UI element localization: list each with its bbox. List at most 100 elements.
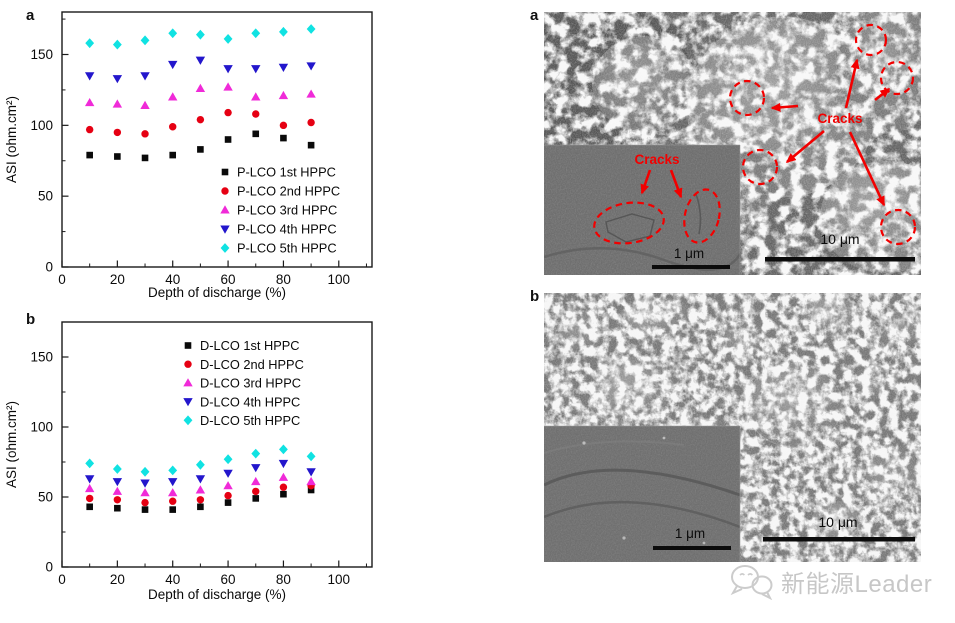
y-tick-label: 150 — [30, 47, 53, 62]
data-point-diamond — [112, 464, 122, 474]
data-point-triangle-down — [223, 65, 233, 74]
data-point-diamond — [183, 415, 193, 426]
data-point-diamond — [279, 444, 288, 455]
legend-item: P-LCO 1st HPPC — [221, 165, 336, 180]
sem-a-scalebar-main: 10 μm — [765, 231, 915, 262]
cracks-label-inset: Cracks — [634, 152, 679, 167]
data-point-triangle-up — [183, 378, 193, 387]
sem-b-inset — [544, 425, 741, 562]
cracks-label-main: Cracks — [817, 111, 862, 126]
x-tick-label: 20 — [110, 572, 125, 587]
plot-box — [61, 321, 373, 568]
x-axis-label: Depth of discharge (%) — [148, 587, 286, 602]
data-point-square — [252, 130, 260, 138]
data-point-square — [224, 136, 232, 143]
watermark-text: 新能源Leader — [781, 570, 933, 598]
crack-circle — [879, 208, 917, 246]
data-point-diamond — [195, 459, 205, 470]
data-point-circle — [252, 110, 260, 118]
sem-b-scalebar-inset: 1 μm — [653, 526, 731, 550]
data-point-circle — [141, 130, 149, 138]
scale-bar — [652, 265, 730, 269]
data-point-triangle-up — [251, 92, 261, 101]
legend-item: D-LCO 2nd HPPC — [184, 357, 304, 372]
x-tick-label: 0 — [58, 572, 66, 587]
data-point-triangle-up — [112, 486, 123, 495]
sem-a-inset — [544, 144, 742, 275]
crack-ellipse — [593, 201, 665, 245]
data-point-triangle-up — [220, 205, 230, 214]
x-tick-label: 40 — [165, 572, 180, 587]
data-point-diamond — [306, 24, 316, 34]
data-point-triangle-down — [140, 72, 150, 81]
data-point-circle — [184, 360, 192, 368]
scale-label-10um: 10 μm — [820, 231, 859, 247]
data-point-diamond — [220, 243, 230, 253]
data-point-triangle-up — [251, 476, 261, 486]
data-point-triangle-up — [223, 481, 233, 490]
data-point-triangle-up — [140, 488, 150, 497]
y-tick-label: 0 — [45, 560, 53, 575]
data-point-triangle-down — [84, 475, 95, 484]
legend-item: P-LCO 4th HPPC — [220, 222, 337, 237]
data-point-square — [221, 168, 229, 176]
data-point-triangle-down — [251, 65, 261, 74]
data-point-triangle-up — [84, 483, 95, 493]
data-point-diamond — [85, 458, 95, 469]
data-point-triangle-up — [278, 90, 289, 100]
data-point-diamond — [140, 466, 150, 477]
crack-circle — [741, 148, 779, 186]
data-point-circle — [252, 487, 260, 496]
data-point-square — [114, 153, 121, 160]
chart-b-scatter-plot: 0 20 40 60 80 100 0 50 100 150 Depth of discharge … — [4, 321, 373, 602]
data-point-square — [307, 141, 315, 149]
data-point-circle — [113, 496, 122, 504]
data-point-triangle-down — [306, 468, 316, 477]
data-point-circle — [169, 123, 177, 131]
data-point-square — [184, 342, 192, 349]
x-tick-label: 80 — [276, 272, 291, 287]
data-point-diamond — [223, 34, 233, 44]
data-point-triangle-up — [112, 99, 123, 108]
legend-item: D-LCO 1st HPPC — [184, 338, 300, 353]
data-point-triangle-down — [278, 63, 289, 72]
chart-b-panel-label: b — [26, 311, 36, 328]
data-point-triangle-up — [278, 472, 289, 481]
y-axis-label: ASI (ohm.cm²) — [4, 96, 19, 183]
data-point-triangle-up — [195, 83, 206, 92]
data-point-diamond — [168, 465, 178, 476]
sem-column: a b — [520, 0, 955, 623]
data-point-triangle-up — [223, 82, 233, 91]
legend-label: D-LCO 1st HPPC — [200, 338, 300, 353]
sem-a-scalebar-inset: 1 μm — [652, 246, 730, 269]
sem-micrograph-a: 1 μm 10 μm — [544, 12, 921, 275]
sem-b-panel-label: b — [530, 288, 540, 305]
legend-item: P-LCO 5th HPPC — [220, 241, 337, 256]
data-point-triangle-down — [223, 469, 233, 478]
scale-label-10um: 10 μm — [818, 514, 857, 530]
scale-label-1um: 1 μm — [675, 526, 705, 541]
data-point-circle — [85, 125, 94, 134]
data-point-triangle-up — [306, 476, 316, 486]
legend-label: D-LCO 4th HPPC — [200, 394, 300, 409]
crack-circle — [854, 23, 888, 57]
data-point-triangle-down — [195, 475, 206, 484]
data-point-circle — [169, 497, 177, 505]
x-tick-label: 100 — [328, 272, 351, 287]
data-point-triangle-up — [168, 92, 178, 101]
legend-item: P-LCO 2nd HPPC — [221, 184, 340, 199]
x-tick-label: 40 — [165, 272, 180, 287]
data-point-circle — [224, 491, 232, 500]
scale-bar — [763, 537, 915, 542]
crack-arrows — [640, 58, 891, 207]
data-point-triangle-up — [306, 89, 316, 98]
data-point-diamond — [85, 38, 95, 49]
legend-item: D-LCO 3rd HPPC — [183, 376, 301, 391]
data-point-circle — [279, 483, 288, 491]
wechat-chat-bubbles-icon — [730, 565, 773, 600]
data-point-circle — [279, 121, 288, 130]
data-point-triangle-down — [251, 464, 261, 473]
data-point-circle — [85, 494, 94, 503]
data-point-square — [169, 506, 177, 513]
